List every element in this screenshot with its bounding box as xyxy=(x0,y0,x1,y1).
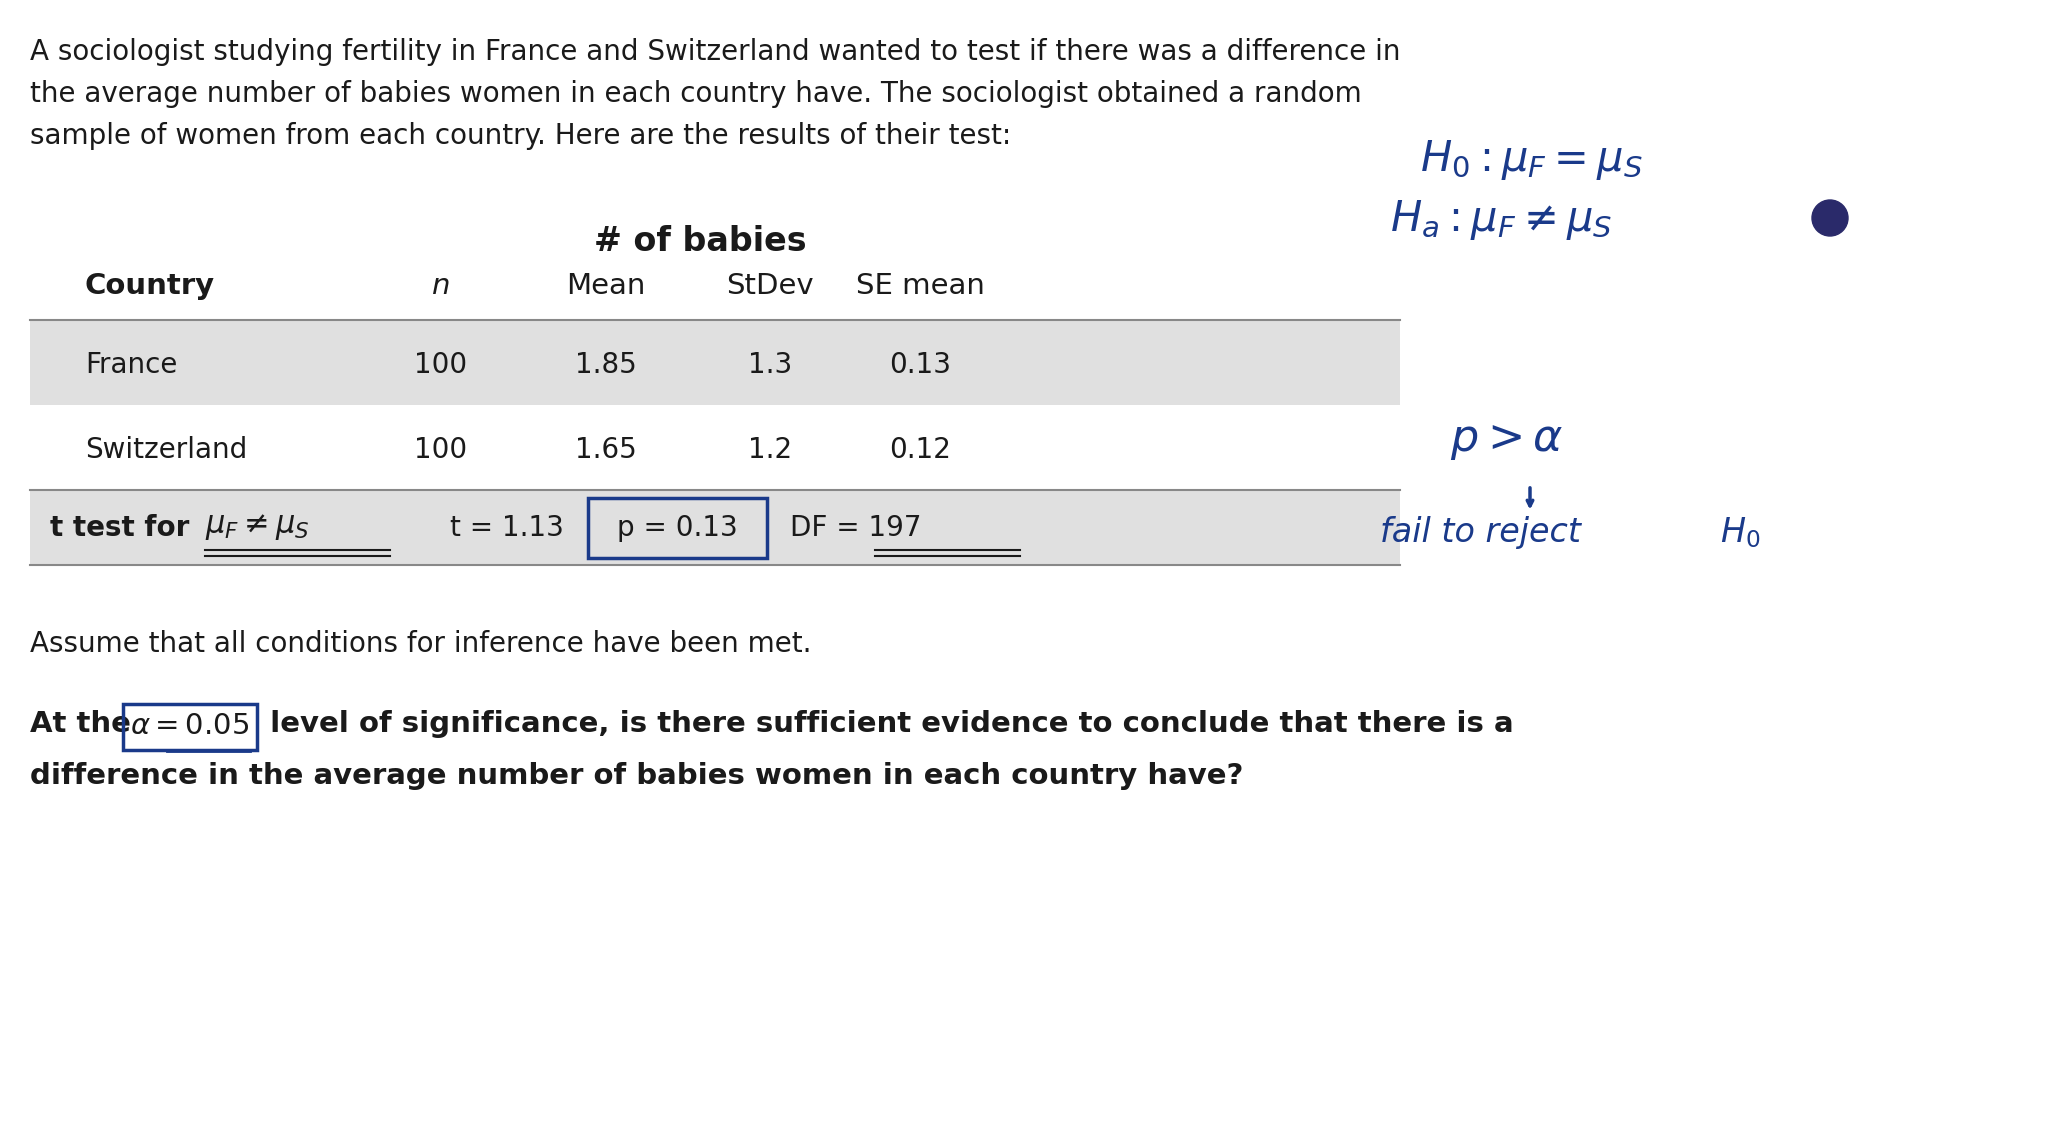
Text: difference in the average number of babies women in each country have?: difference in the average number of babi… xyxy=(31,762,1243,790)
Text: A sociologist studying fertility in France and Switzerland wanted to test if the: A sociologist studying fertility in Fran… xyxy=(31,38,1401,65)
Text: StDev: StDev xyxy=(725,272,813,300)
Text: Country: Country xyxy=(84,272,215,300)
FancyBboxPatch shape xyxy=(31,320,1401,405)
Text: # of babies: # of babies xyxy=(594,225,807,258)
Text: SE mean: SE mean xyxy=(856,272,985,300)
Text: Assume that all conditions for inference have been met.: Assume that all conditions for inference… xyxy=(31,630,811,658)
Text: $\alpha = 0.05$: $\alpha = 0.05$ xyxy=(131,712,250,740)
Text: 100: 100 xyxy=(414,436,467,464)
Text: $p > \alpha$: $p > \alpha$ xyxy=(1450,419,1565,461)
Text: t test for: t test for xyxy=(49,513,188,542)
Text: At the: At the xyxy=(31,709,141,738)
Text: Mean: Mean xyxy=(565,272,645,300)
Text: 1.3: 1.3 xyxy=(748,351,793,379)
Text: DF = 197: DF = 197 xyxy=(791,513,922,542)
Text: $H_0$: $H_0$ xyxy=(1720,515,1761,550)
Text: $\mathit{H_0: \mu_F = \mu_S}$: $\mathit{H_0: \mu_F = \mu_S}$ xyxy=(1419,138,1642,183)
Text: n: n xyxy=(432,272,451,300)
Text: level of significance, is there sufficient evidence to conclude that there is a: level of significance, is there sufficie… xyxy=(260,709,1513,738)
FancyBboxPatch shape xyxy=(31,490,1401,565)
Text: $\mu_F \neq \mu_S$: $\mu_F \neq \mu_S$ xyxy=(205,512,309,543)
Text: the average number of babies women in each country have. The sociologist obtaine: the average number of babies women in ea… xyxy=(31,80,1362,108)
Text: fail to reject: fail to reject xyxy=(1380,515,1591,549)
Text: 100: 100 xyxy=(414,351,467,379)
Text: 0.12: 0.12 xyxy=(889,436,952,464)
Text: sample of women from each country. Here are the results of their test:: sample of women from each country. Here … xyxy=(31,122,1012,150)
Text: 1.65: 1.65 xyxy=(575,436,637,464)
Text: t = 1.13: t = 1.13 xyxy=(451,513,563,542)
Text: 1.85: 1.85 xyxy=(575,351,637,379)
Text: p = 0.13: p = 0.13 xyxy=(616,513,737,542)
Text: Switzerland: Switzerland xyxy=(84,436,248,464)
Text: 1.2: 1.2 xyxy=(748,436,793,464)
Text: $\mathit{H_a: \mu_F \neq \mu_S}$: $\mathit{H_a: \mu_F \neq \mu_S}$ xyxy=(1391,197,1612,242)
Text: France: France xyxy=(84,351,178,379)
Text: 0.13: 0.13 xyxy=(889,351,952,379)
Circle shape xyxy=(1812,200,1847,236)
